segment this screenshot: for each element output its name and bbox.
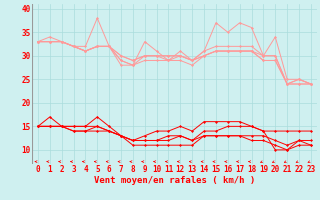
X-axis label: Vent moyen/en rafales ( km/h ): Vent moyen/en rafales ( km/h )	[94, 176, 255, 185]
